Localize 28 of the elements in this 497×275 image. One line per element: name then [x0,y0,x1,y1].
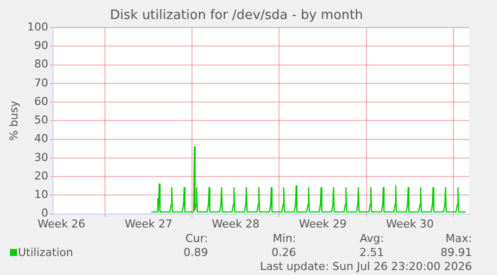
y-axis-title: % busy [7,100,20,141]
text: Avg: [358,232,384,245]
y-tick-label: 70 [34,76,48,90]
y-tick-label: 60 [34,94,48,108]
text: Cur: [184,232,208,245]
x-tick-label: Week 27 [124,217,172,230]
text: 89.91 [440,246,472,259]
y-tick-label: 10 [34,188,48,202]
x-tick-label: Week 26 [38,217,86,230]
text: Last update: Sun Jul 26 23:20:00 2026 [259,260,472,273]
y-tick-label: 20 [34,169,48,182]
y-tick-label: 90 [34,39,48,52]
text: 0.26 [270,246,296,259]
text: Max: [444,232,472,245]
chart-title: Disk utilization for /dev/sda - by month [110,8,363,24]
text: 0.89 [182,246,208,259]
y-tick-label: 30 [34,150,48,164]
text: Min: [272,232,296,245]
x-tick-label: Week 29 [298,217,347,230]
y-tick-label: 0 [41,206,48,220]
x-tick-label: Week 28 [212,217,260,230]
legend-label: Utilization [18,246,74,259]
y-tick-label: 100 [27,20,48,34]
y-tick-label: 50 [34,114,48,127]
y-tick-label: 40 [34,132,48,146]
x-tick-label: Week 30 [386,217,434,230]
text: 2.51 [358,246,384,259]
y-tick-label: 80 [34,58,48,71]
